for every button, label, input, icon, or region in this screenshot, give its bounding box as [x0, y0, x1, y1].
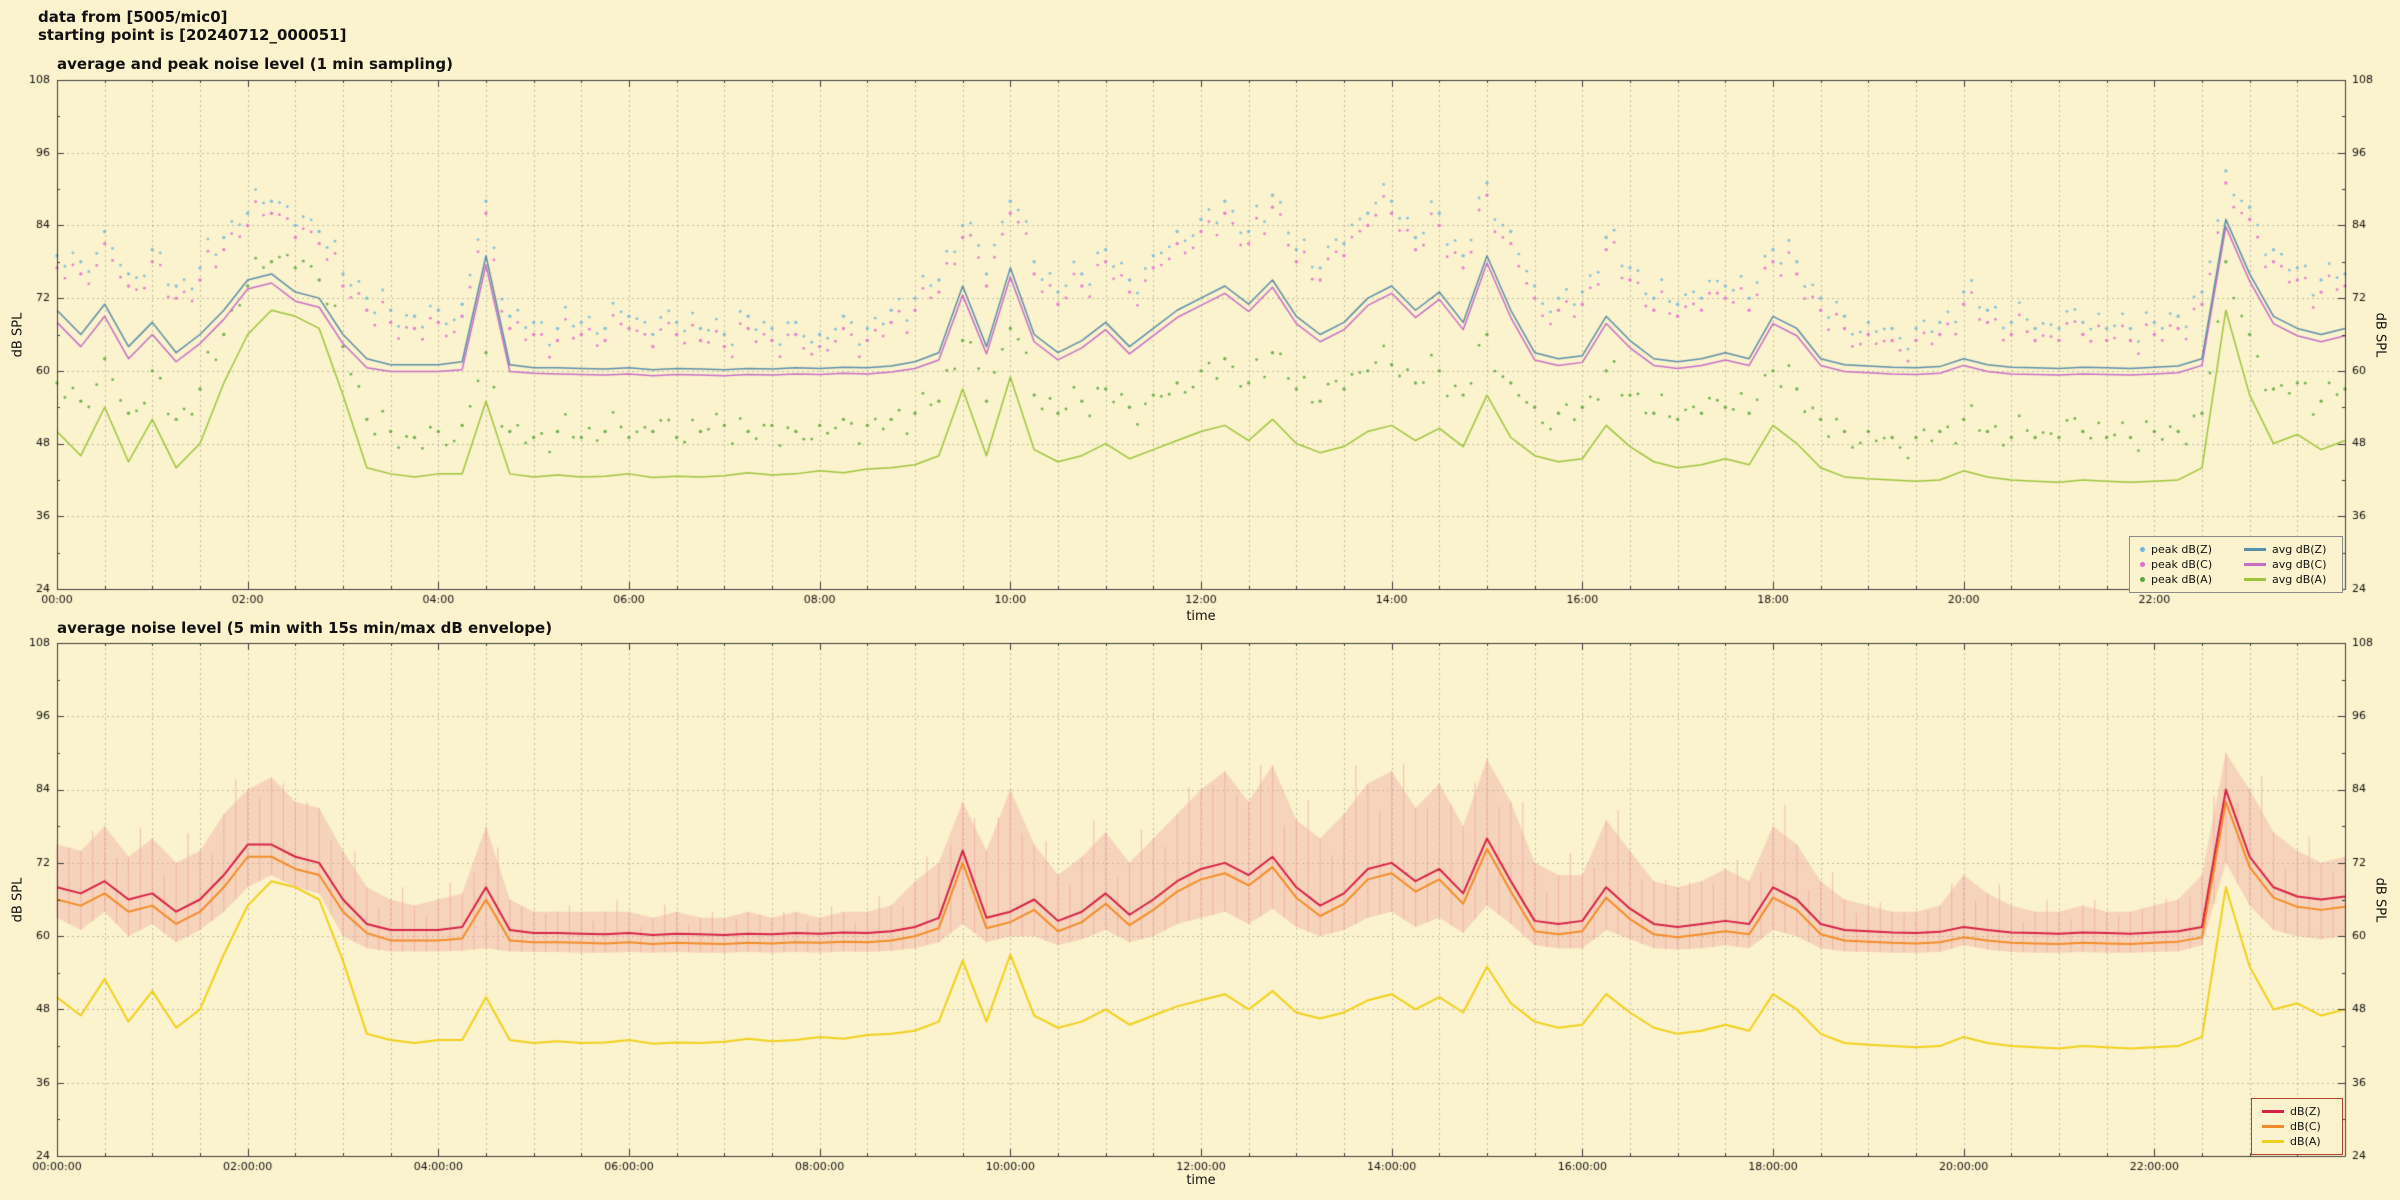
legend-entry-avg-dba: avg dB(A)	[2244, 572, 2332, 587]
legend-row: dB(C)	[2262, 1119, 2332, 1134]
top-chart-title: average and peak noise level (1 min samp…	[57, 55, 453, 73]
legend-label: peak dB(C)	[2151, 558, 2213, 571]
top-chart-xlabel: time	[1186, 609, 1216, 624]
avg-dbz-marker-icon	[2244, 548, 2266, 551]
top-chart-legend: peak dB(Z) avg dB(Z) peak dB(C) avg dB(C…	[2129, 536, 2343, 593]
legend-entry-dbz: dB(Z)	[2262, 1104, 2332, 1119]
legend-label: avg dB(Z)	[2272, 543, 2327, 556]
legend-entry-avg-dbz: avg dB(Z)	[2244, 542, 2332, 557]
legend-row: dB(Z)	[2262, 1104, 2332, 1119]
legend-row: dB(A)	[2262, 1134, 2332, 1149]
top-chart-ylabel-left: dB SPL	[10, 312, 26, 358]
legend-row: peak dB(Z) avg dB(Z)	[2140, 542, 2332, 557]
legend-entry-dba: dB(A)	[2262, 1134, 2332, 1149]
starting-point-line: starting point is [20240712_000051]	[38, 26, 347, 44]
legend-entry-dbc: dB(C)	[2262, 1119, 2332, 1134]
legend-entry-peak-dbc: peak dB(C)	[2140, 557, 2228, 572]
legend-label: peak dB(A)	[2151, 573, 2212, 586]
legend-label: avg dB(A)	[2272, 573, 2327, 586]
avg-dbc-marker-icon	[2244, 563, 2266, 566]
peak-dbz-marker-icon	[2140, 547, 2145, 552]
dbz-marker-icon	[2262, 1110, 2284, 1113]
bottom-chart-xlabel: time	[1186, 1173, 1216, 1188]
peak-dbc-marker-icon	[2140, 562, 2145, 567]
top-chart-ylabel-right: dB SPL	[2372, 312, 2388, 358]
legend-label: dB(C)	[2290, 1120, 2321, 1133]
legend-row: peak dB(A) avg dB(A)	[2140, 572, 2332, 587]
legend-label: dB(A)	[2290, 1135, 2321, 1148]
avg-dba-marker-icon	[2244, 578, 2266, 581]
legend-label: peak dB(Z)	[2151, 543, 2213, 556]
bottom-chart-ylabel-left: dB SPL	[10, 877, 26, 923]
bottom-chart-ylabel-right: dB SPL	[2372, 877, 2388, 923]
bottom-chart-legend: dB(Z) dB(C) dB(A)	[2251, 1098, 2343, 1155]
legend-row: peak dB(C) avg dB(C)	[2140, 557, 2332, 572]
legend-label: dB(Z)	[2290, 1105, 2321, 1118]
legend-label: avg dB(C)	[2272, 558, 2327, 571]
data-source-line: data from [5005/mic0]	[38, 8, 228, 26]
peak-dba-marker-icon	[2140, 577, 2145, 582]
legend-entry-peak-dbz: peak dB(Z)	[2140, 542, 2228, 557]
legend-entry-avg-dbc: avg dB(C)	[2244, 557, 2332, 572]
dba-marker-icon	[2262, 1140, 2284, 1143]
bottom-chart-title: average noise level (5 min with 15s min/…	[57, 619, 553, 637]
legend-entry-peak-dba: peak dB(A)	[2140, 572, 2228, 587]
dbc-marker-icon	[2262, 1125, 2284, 1128]
